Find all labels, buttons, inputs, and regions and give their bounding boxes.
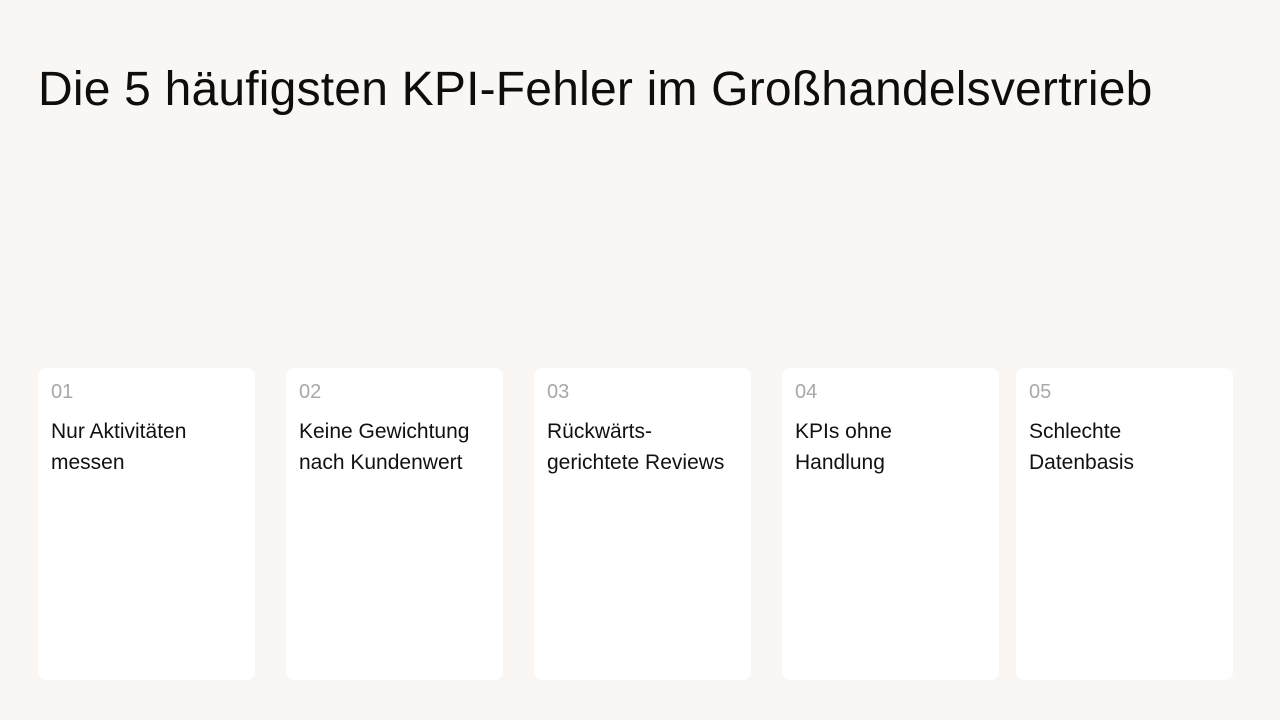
card-text-line-2: Datenbasis [1029, 451, 1135, 474]
card-text-line-1: Schlechte [1029, 420, 1122, 443]
card-number: 05 [1029, 381, 1052, 403]
card-text-line-2: Handlung [795, 451, 885, 474]
card-number: 03 [547, 381, 570, 403]
card-number: 01 [51, 381, 74, 403]
card-text-line-2: messen [51, 451, 125, 474]
card-text-line-1: Rückwärts- [547, 420, 653, 443]
card-number: 02 [299, 381, 322, 403]
kpi-card-1: 01 Nur Aktivitäten messen [38, 368, 255, 680]
card-text-line-1: Nur Aktivitäten [51, 420, 187, 443]
card-text-line-2: gerichtete Reviews [547, 451, 725, 474]
kpi-card-5: 05 Schlechte Datenbasis [1016, 368, 1233, 680]
kpi-card-2: 02 Keine Gewichtung nach Kundenwert [286, 368, 503, 680]
kpi-card-3: 03 Rückwärts- gerichtete Reviews [534, 368, 751, 680]
card-text-line-1: Keine Gewichtung [299, 420, 470, 443]
card-text-line-1: KPIs ohne [795, 420, 892, 443]
card-text-line-2: nach Kundenwert [299, 451, 463, 474]
slide-title: Die 5 häufigsten KPI-Fehler im Großhande… [38, 63, 1153, 116]
kpi-card-4: 04 KPIs ohne Handlung [782, 368, 999, 680]
card-number: 04 [795, 381, 818, 403]
